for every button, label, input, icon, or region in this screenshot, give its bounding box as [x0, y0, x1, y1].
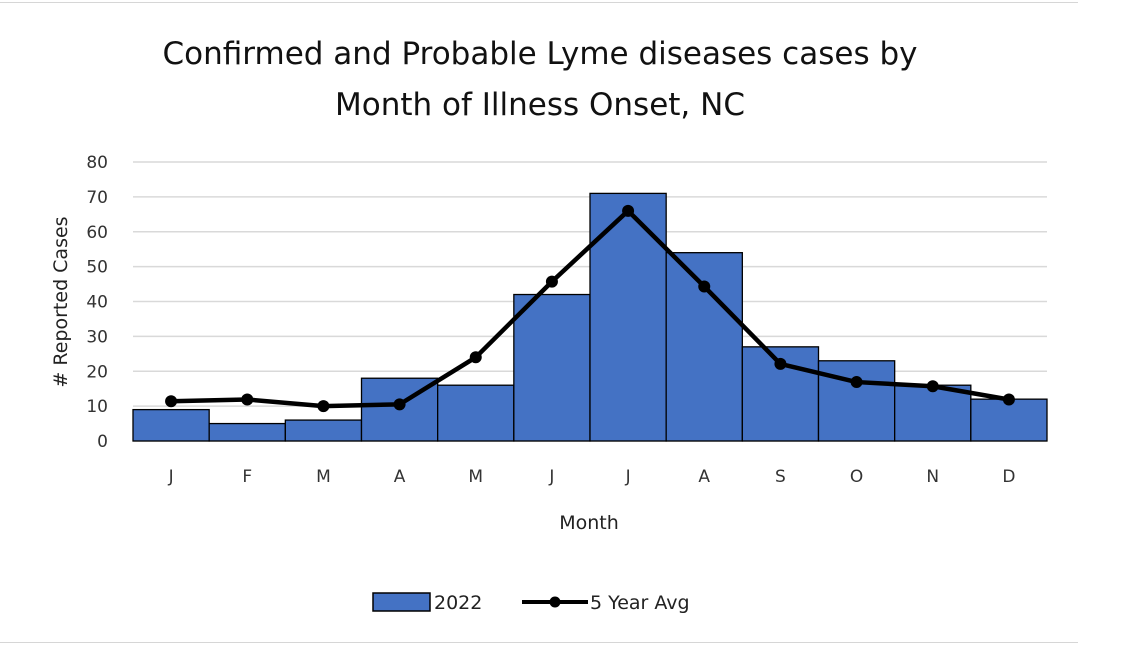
bar-m-2 [284, 419, 363, 442]
x-tick-label: S [775, 467, 786, 487]
y-tick-label: 40 [86, 293, 108, 313]
x-tick-label: A [698, 467, 710, 487]
legend-label-2022: 2022 [434, 592, 482, 614]
x-tick-label: J [548, 467, 554, 487]
x-tick-label: D [1002, 467, 1015, 487]
y-tick-label: 50 [86, 258, 108, 278]
x-tick-label: A [394, 467, 406, 487]
bar-n-10 [894, 384, 972, 442]
point-5-year-avg [469, 351, 482, 364]
x-tick-label: F [242, 467, 252, 487]
bottom-border [0, 642, 1078, 643]
point-5-year-avg [698, 280, 711, 293]
chart-title-line-1: Confirmed and Probable Lyme diseases cas… [163, 36, 918, 72]
bar-j-5 [513, 293, 591, 442]
bar-j-0 [132, 408, 210, 442]
chart-title-line-2: Month of Illness Onset, NC [335, 87, 745, 123]
legend-swatch-2022 [372, 592, 431, 612]
point-5-year-avg [774, 357, 787, 370]
y-tick-label: 0 [97, 432, 108, 452]
bar-j-6 [589, 192, 667, 442]
point-5-year-avg [622, 204, 635, 217]
x-axis-label: Month [559, 512, 619, 534]
line-5-year-avg [171, 208, 1010, 409]
point-5-year-avg [545, 275, 558, 288]
top-border [0, 2, 1078, 3]
point-5-year-avg [1002, 393, 1015, 406]
y-tick-label: 80 [86, 153, 108, 173]
point-5-year-avg [926, 380, 939, 393]
y-tick-label: 70 [86, 188, 108, 208]
y-tick-label: 10 [86, 397, 108, 417]
bar-m-4 [437, 384, 515, 442]
bar-o-9 [817, 360, 896, 442]
x-tick-label: M [316, 467, 331, 487]
y-tick-label: 20 [86, 362, 108, 382]
legend-marker-5-year-avg [549, 596, 561, 608]
x-tick-label: J [625, 467, 631, 487]
x-tick-label: N [926, 467, 939, 487]
point-5-year-avg [241, 393, 254, 406]
y-tick-label: 30 [86, 327, 108, 347]
point-5-year-avg [393, 398, 406, 411]
x-tick-label: M [468, 467, 483, 487]
point-5-year-avg [317, 400, 330, 413]
bar-f-1 [208, 422, 286, 442]
x-tick-label: J [168, 467, 174, 487]
point-5-year-avg [850, 376, 863, 389]
y-tick-label: 60 [86, 223, 108, 243]
bar-d-11 [970, 398, 1048, 442]
legend-label-5-year-avg: 5 Year Avg [590, 592, 690, 614]
legend: 2022 5 Year Avg [372, 592, 690, 614]
x-tick-label: O [850, 467, 863, 487]
y-axis-label: # Reported Cases [50, 216, 72, 387]
point-5-year-avg [165, 395, 178, 408]
